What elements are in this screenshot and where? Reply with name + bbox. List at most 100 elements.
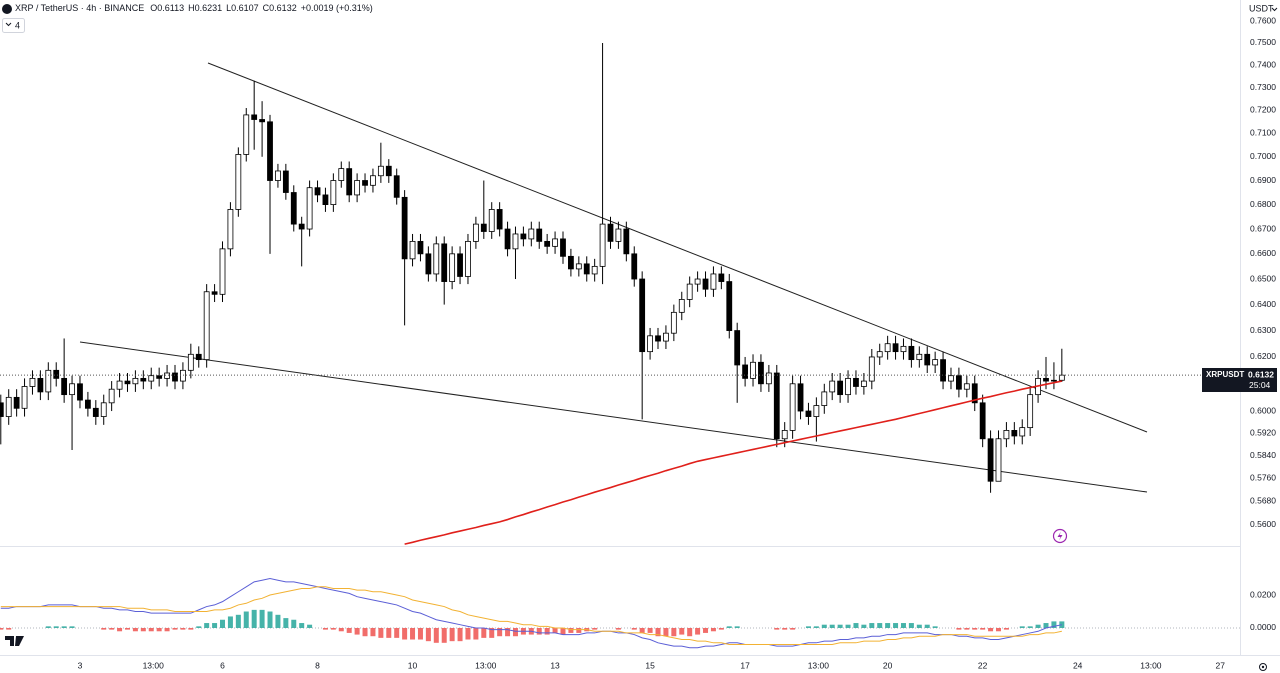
candle-body [29,377,36,387]
x-tick-label: 27 [1215,660,1225,670]
macd-histogram-bar [410,627,416,640]
y-tick-label: 0.7500 [1250,37,1276,47]
candle-body [1058,374,1065,381]
macd-histogram-bar [639,627,645,633]
bolt [1057,531,1063,541]
candle-body [568,255,574,270]
candle-body [45,369,52,393]
macd-histogram-bar [1043,623,1049,628]
candle-body [457,253,463,277]
macd-histogram-bar [932,626,938,628]
macd-histogram-bar [1019,626,1025,628]
header-legend: XRP / TetherUS · 4h · BINANCE O0.6113 H0.6… [15,3,373,13]
candle-body [876,351,883,358]
candle-body [108,388,115,404]
candle-body [908,345,915,361]
x-tick-label: 8 [315,660,320,670]
candle-body [560,238,566,257]
candle-body [298,223,305,230]
candle-body [259,119,265,123]
macd-histogram-bar [109,627,115,630]
y-tick-label: 0.6500 [1250,273,1276,283]
macd-histogram-bar [69,626,75,628]
candle-body [750,361,756,379]
macd-histogram-bar [980,627,986,630]
y-tick-label: 0.5920 [1250,427,1276,437]
indicator-toggle[interactable] [2,18,25,33]
candle-body [575,263,582,270]
macd-histogram-bar [148,627,154,632]
candle-body [670,311,677,334]
candle-body [710,273,717,290]
candle-body [536,228,543,242]
x-tick-label: 3 [78,660,83,670]
candle-body [488,209,495,232]
x-tick-label: 22 [978,660,988,670]
ohlc-value: 0.6113 [157,3,184,13]
x-tick-label: 17 [740,660,750,670]
candle-body [100,402,107,417]
candle-body [417,240,424,255]
macd-histogram-bar [449,627,455,642]
macd-histogram-bar [220,619,226,628]
y-tick-label: 0.5840 [1250,450,1276,460]
macd-histogram-bar [330,627,336,630]
macd-histogram-bar [790,627,796,630]
macd-histogram-bar [869,623,875,628]
candle-body [758,361,764,385]
candle-body [971,383,978,404]
candle-body [92,407,99,417]
candle-body [631,253,638,280]
macd-histogram-bar [687,627,693,637]
candle-body [156,375,163,379]
candle-body [227,209,234,250]
candle-body [900,345,907,353]
macd-histogram-bar [473,627,479,640]
candle-body [853,377,859,387]
macd-histogram-bar [346,627,352,633]
candle-body [37,377,44,393]
macd-histogram-bar [924,624,930,628]
settings-icon[interactable] [1259,663,1267,671]
y-tick-label: 0.7300 [1250,82,1276,92]
macd-histogram-bar [576,627,582,633]
macd-histogram-bar [544,627,550,635]
macd-histogram-bar [354,627,360,635]
ohlc-value: 0.6132 [269,3,297,13]
candle-body [765,372,772,385]
macd-histogram-bar [299,623,305,628]
candle-body [1043,377,1049,382]
y-tick-label: 0.5680 [1250,496,1276,506]
candle-body [164,372,170,379]
macd-histogram-bar [1051,621,1057,628]
candle-body [346,168,353,196]
macd-histogram-bar [813,626,819,628]
macd-histogram-bar [227,616,233,628]
alert-icon[interactable] [1052,528,1068,544]
symbol-icon [2,4,12,14]
candle-body [726,281,733,331]
candle-body [979,402,986,440]
candle-body [53,369,60,379]
candle-body [845,377,851,396]
candle-body [235,154,242,210]
candle-body [354,180,361,196]
candle-body [330,180,337,205]
candle-body [401,196,408,260]
macd-histogram-bar [283,618,289,628]
x-tick-label: 15 [645,660,655,670]
macd-histogram-bar [988,627,994,632]
macd-histogram-bar [0,627,4,630]
candle-body [504,228,511,250]
candle-body [409,240,416,260]
x-tick-label: 13 [550,660,560,670]
currency[interactable]: USDT [1249,3,1274,13]
macd-histogram-bar [853,623,859,628]
ohlc-value: 0.6107 [231,3,259,13]
macd-histogram-bar [995,627,1001,632]
ohlc-label: O [150,3,157,13]
candle-body [948,375,954,382]
y-tick-label: 0.5760 [1250,473,1276,483]
change: +0.0019 (+0.31%) [301,3,373,13]
